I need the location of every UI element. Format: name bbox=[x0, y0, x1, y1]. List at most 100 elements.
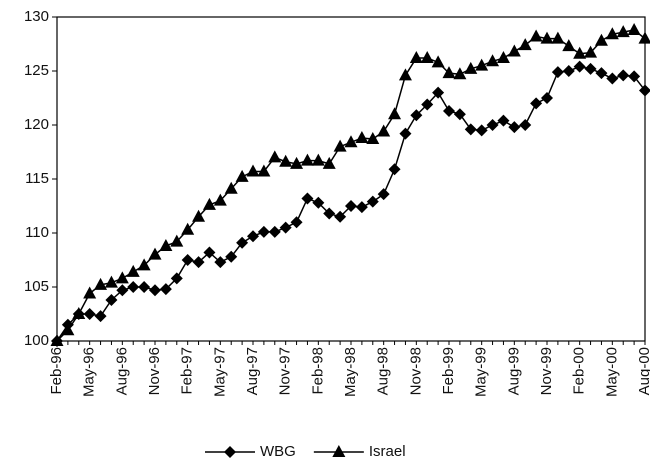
data-point bbox=[268, 150, 282, 163]
data-point bbox=[584, 45, 598, 58]
data-point bbox=[453, 108, 466, 121]
data-point bbox=[573, 46, 587, 59]
x-tick-label: Nov-96 bbox=[146, 347, 163, 395]
data-point bbox=[475, 124, 488, 137]
data-point bbox=[334, 210, 347, 223]
data-point bbox=[236, 236, 249, 249]
x-tick-label: Feb-96 bbox=[48, 347, 65, 395]
x-tick-label: Feb-00 bbox=[571, 347, 588, 395]
data-point bbox=[138, 281, 151, 293]
y-tick-label: 110 bbox=[25, 224, 49, 241]
data-point bbox=[464, 123, 477, 136]
x-tick-label: Feb-97 bbox=[179, 347, 196, 395]
data-point bbox=[486, 119, 499, 131]
data-point bbox=[312, 196, 325, 209]
x-tick-label: Aug-97 bbox=[244, 347, 261, 395]
data-point bbox=[496, 51, 510, 64]
data-point bbox=[398, 68, 412, 81]
data-point bbox=[290, 156, 304, 169]
data-point bbox=[540, 31, 554, 44]
y-tick-label: 105 bbox=[24, 278, 49, 295]
data-point bbox=[224, 181, 238, 194]
data-point bbox=[605, 27, 619, 40]
data-point bbox=[639, 84, 650, 97]
data-point bbox=[300, 153, 314, 166]
y-tick-label: 100 bbox=[24, 332, 49, 349]
data-point bbox=[257, 225, 270, 238]
data-point bbox=[594, 33, 608, 46]
data-point bbox=[399, 127, 412, 140]
data-point bbox=[181, 254, 194, 266]
data-point bbox=[345, 200, 357, 212]
x-tick-label: May-99 bbox=[473, 347, 490, 397]
data-point bbox=[202, 197, 216, 210]
y-tick-label: 125 bbox=[24, 62, 49, 79]
data-point bbox=[497, 114, 510, 127]
data-point bbox=[235, 169, 249, 182]
data-point bbox=[105, 293, 118, 306]
data-point bbox=[192, 256, 205, 269]
data-point bbox=[344, 135, 358, 148]
x-tick-label: Nov-98 bbox=[407, 347, 424, 395]
data-point bbox=[61, 323, 75, 336]
data-point bbox=[421, 98, 434, 111]
x-tick-label: Nov-97 bbox=[277, 347, 294, 395]
y-tick-label: 115 bbox=[25, 170, 49, 187]
data-point bbox=[638, 31, 650, 44]
x-tick-label: May-96 bbox=[81, 347, 98, 397]
data-point bbox=[530, 97, 543, 110]
legend-marker bbox=[224, 446, 236, 458]
data-point bbox=[486, 54, 500, 67]
data-point bbox=[225, 250, 238, 263]
data-point bbox=[192, 209, 206, 222]
data-point bbox=[148, 247, 162, 260]
data-point bbox=[115, 271, 129, 284]
data-point bbox=[595, 67, 608, 80]
data-point bbox=[529, 29, 543, 42]
legend-label: WBG bbox=[260, 443, 296, 460]
data-point bbox=[170, 272, 183, 285]
legend-label: Israel bbox=[369, 443, 406, 460]
x-tick-label: Aug-98 bbox=[375, 347, 392, 395]
data-point bbox=[409, 51, 423, 64]
data-point bbox=[508, 121, 521, 134]
data-point bbox=[127, 281, 140, 293]
data-point bbox=[279, 221, 292, 234]
data-point bbox=[443, 104, 455, 117]
x-tick-label: May-98 bbox=[342, 347, 359, 397]
data-point bbox=[213, 193, 227, 206]
data-point bbox=[116, 284, 129, 297]
data-point bbox=[432, 86, 445, 99]
data-point bbox=[377, 124, 391, 137]
data-point bbox=[584, 62, 597, 75]
data-point bbox=[366, 195, 379, 208]
data-point bbox=[203, 246, 216, 259]
data-point bbox=[442, 66, 456, 79]
data-point bbox=[149, 284, 161, 297]
data-point bbox=[94, 277, 108, 290]
data-point bbox=[366, 132, 380, 145]
data-point bbox=[159, 238, 173, 251]
data-point bbox=[616, 25, 630, 38]
data-point bbox=[541, 92, 553, 104]
data-point bbox=[323, 207, 336, 220]
x-tick-label: Feb-99 bbox=[440, 347, 457, 395]
data-point bbox=[388, 107, 402, 120]
data-point bbox=[137, 258, 151, 271]
data-point bbox=[247, 230, 259, 243]
data-point bbox=[355, 201, 368, 214]
x-tick-label: Aug-96 bbox=[113, 347, 130, 395]
data-point bbox=[104, 275, 118, 288]
data-point bbox=[475, 58, 489, 71]
data-point bbox=[431, 55, 445, 68]
x-tick-label: Feb-98 bbox=[309, 347, 326, 395]
data-point bbox=[377, 188, 390, 201]
data-point bbox=[170, 234, 184, 247]
data-point bbox=[322, 156, 336, 169]
data-point bbox=[464, 61, 478, 74]
x-tick-label: Aug-00 bbox=[636, 347, 650, 395]
data-point bbox=[628, 70, 641, 83]
data-point bbox=[573, 60, 586, 73]
data-point bbox=[355, 130, 369, 143]
